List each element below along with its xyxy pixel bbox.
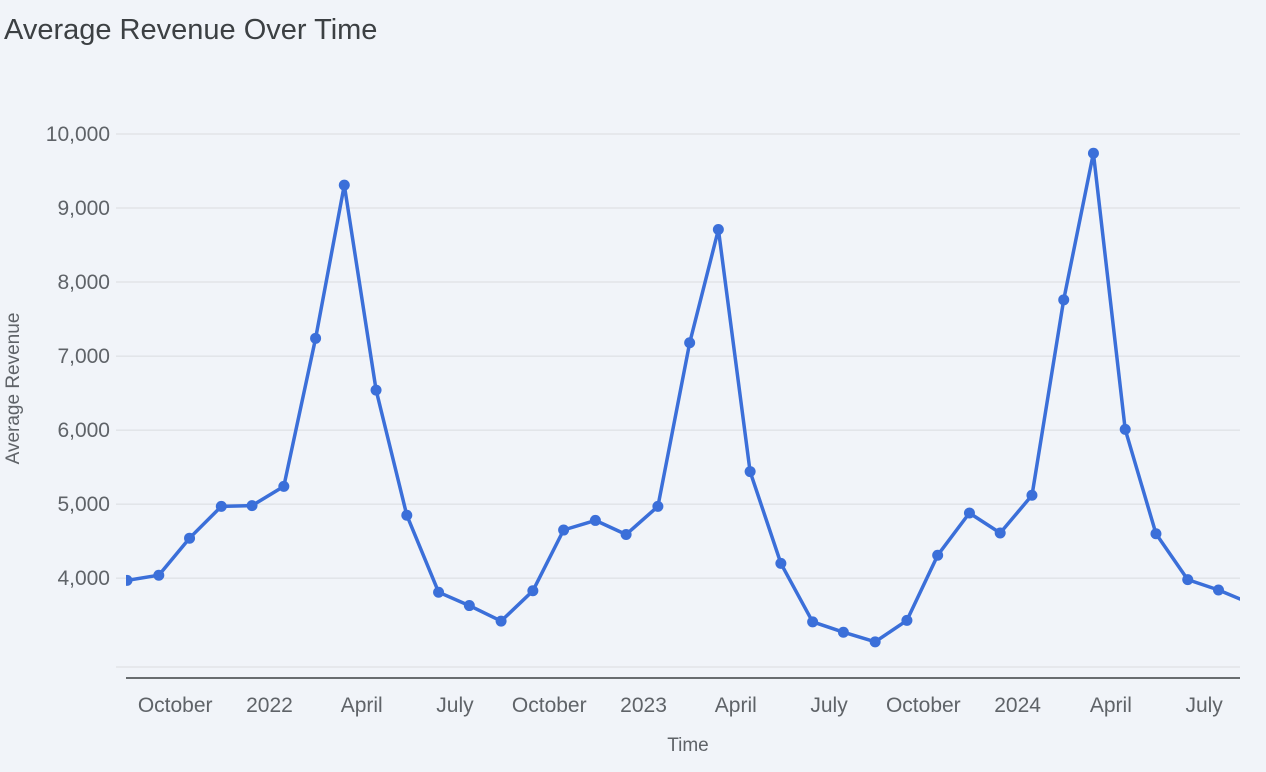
data-point xyxy=(869,636,881,648)
data-point xyxy=(463,600,475,612)
data-point xyxy=(527,585,539,597)
data-point xyxy=(1182,574,1194,586)
data-point xyxy=(1212,584,1224,596)
x-tick-label: July xyxy=(436,694,474,717)
y-tick-label: 4,000 xyxy=(57,567,110,590)
y-tick-label: 5,000 xyxy=(57,493,110,516)
y-tick-label: 6,000 xyxy=(57,419,110,442)
y-tick-label: 8,000 xyxy=(57,271,110,294)
data-point xyxy=(370,384,382,396)
x-tick-label: April xyxy=(715,694,757,717)
x-tick-label: 2022 xyxy=(246,694,293,717)
data-point xyxy=(837,626,849,638)
data-point xyxy=(684,337,696,349)
data-point xyxy=(652,500,664,512)
data-point xyxy=(1026,489,1038,501)
x-tick-label: October xyxy=(512,694,587,717)
data-point xyxy=(1150,528,1162,540)
data-point xyxy=(994,527,1006,539)
data-point xyxy=(807,616,819,628)
x-tick-label: July xyxy=(810,694,848,717)
x-axis-title: Time xyxy=(667,735,709,756)
x-tick-label: 2024 xyxy=(994,694,1041,717)
data-point xyxy=(495,615,507,627)
y-tick-label: 9,000 xyxy=(57,197,110,220)
data-point xyxy=(901,614,913,626)
series-line xyxy=(126,151,1240,644)
data-point xyxy=(744,466,756,478)
chart-title: Average Revenue Over Time xyxy=(4,14,378,46)
data-point xyxy=(433,586,445,598)
data-point xyxy=(712,223,724,235)
x-tick-label: July xyxy=(1185,694,1223,717)
y-tick-label: 10,000 xyxy=(46,123,110,146)
x-tick-label: October xyxy=(886,694,961,717)
x-tick-label: October xyxy=(138,694,213,717)
y-axis-title: Average Revenue xyxy=(3,313,24,465)
data-point xyxy=(932,549,944,561)
plot-area xyxy=(126,147,1256,648)
data-point xyxy=(184,532,196,544)
data-point xyxy=(153,569,165,581)
data-point xyxy=(775,557,787,569)
data-point xyxy=(558,524,570,536)
data-point xyxy=(338,179,350,191)
gridlines xyxy=(116,133,1240,668)
data-point xyxy=(589,514,601,526)
data-point xyxy=(1119,423,1131,435)
data-point xyxy=(126,574,133,586)
data-point xyxy=(1245,598,1256,609)
x-tick-label: 2023 xyxy=(620,694,667,717)
data-point xyxy=(1087,147,1099,159)
data-point xyxy=(401,509,413,521)
data-point xyxy=(215,500,227,512)
x-tick-label: April xyxy=(341,694,383,717)
data-point xyxy=(963,507,975,519)
data-point xyxy=(1058,294,1070,306)
data-point xyxy=(620,528,632,540)
data-point xyxy=(310,332,322,344)
data-point xyxy=(246,500,258,512)
x-tick-label: April xyxy=(1090,694,1132,717)
y-tick-label: 7,000 xyxy=(57,345,110,368)
data-point xyxy=(278,480,290,492)
